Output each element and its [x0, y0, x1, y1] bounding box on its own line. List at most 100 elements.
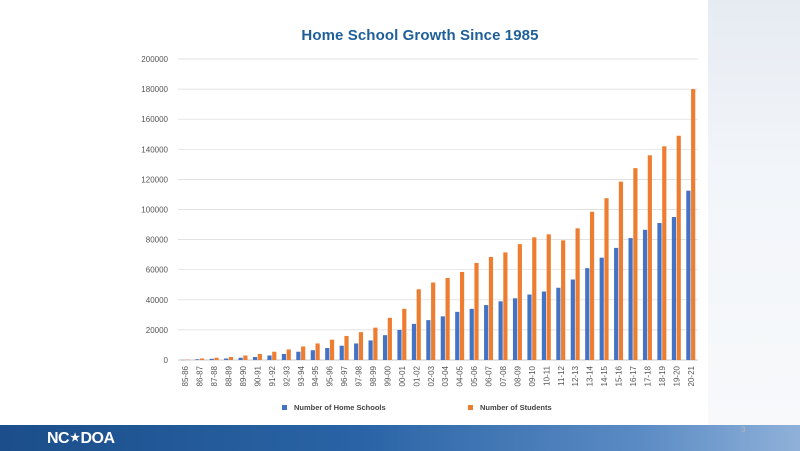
bar-home-schools — [426, 320, 431, 360]
x-tick-label: 04-05 — [456, 365, 465, 386]
bar-home-schools — [585, 268, 590, 360]
bar-home-schools — [238, 357, 243, 360]
legend-label: Number of Students — [480, 403, 552, 412]
bar-home-schools — [224, 358, 229, 360]
y-tick-label: 0 — [164, 356, 169, 365]
legend-swatch — [282, 405, 287, 410]
x-tick-label: 96-97 — [340, 365, 349, 386]
x-tick-label: 00-01 — [398, 365, 407, 386]
bar-home-schools — [354, 343, 359, 360]
bar-home-schools — [397, 329, 402, 360]
bar-students — [272, 351, 277, 360]
bar-home-schools — [455, 311, 460, 360]
bar-students — [373, 327, 378, 360]
bars — [180, 89, 696, 361]
bar-students — [329, 339, 335, 360]
star-icon: ★ — [70, 432, 80, 444]
y-axis-tick-labels: 0 20000 40000 60000 80000 100000 120000 140000 1… — [141, 55, 168, 365]
bar-home-schools — [556, 287, 561, 360]
bar-home-schools — [281, 353, 287, 360]
bar-students — [618, 181, 624, 360]
x-tick-label: 02-03 — [427, 365, 436, 386]
bar-students — [676, 135, 681, 360]
bar-home-schools — [642, 229, 648, 360]
x-tick-label: 07-08 — [499, 365, 508, 386]
x-tick-label: 03-04 — [441, 365, 450, 386]
bar-students — [431, 282, 436, 360]
bar-home-schools — [440, 316, 445, 360]
bar-students — [488, 256, 494, 360]
bar-students — [589, 211, 595, 360]
chart-title: Home School Growth Since 1985 — [301, 27, 539, 44]
ncdoa-logo: NC★DOA — [47, 429, 115, 449]
y-tick-label: 100000 — [141, 206, 168, 215]
bar-students — [257, 353, 262, 360]
bar-students — [575, 228, 580, 360]
x-tick-label: 13-14 — [586, 365, 595, 386]
bar-students — [662, 146, 667, 360]
x-tick-label: 98-99 — [369, 365, 378, 386]
x-tick-label: 93-94 — [297, 365, 306, 386]
bar-home-schools — [252, 356, 258, 360]
bar-home-schools — [570, 279, 575, 360]
x-tick-label: 17-18 — [643, 365, 652, 386]
bar-students — [214, 357, 219, 360]
bar-students — [532, 237, 537, 360]
y-tick-label: 60000 — [146, 266, 169, 275]
bar-students — [416, 289, 421, 360]
x-tick-label: 90-91 — [253, 365, 262, 386]
bar-students — [199, 358, 205, 360]
page-number: 3 — [741, 425, 746, 434]
y-tick-label: 20000 — [146, 326, 169, 335]
y-tick-label: 80000 — [146, 236, 169, 245]
bar-home-schools — [657, 223, 662, 360]
x-tick-label: 88-89 — [225, 365, 234, 386]
y-tick-label: 160000 — [141, 115, 168, 124]
bar-students — [459, 271, 465, 360]
bar-students — [358, 332, 364, 360]
y-tick-label: 120000 — [141, 175, 168, 184]
bar-home-schools — [382, 335, 388, 360]
gridlines — [178, 58, 698, 361]
bar-students — [604, 198, 609, 360]
x-tick-label: 08-09 — [513, 365, 522, 386]
x-tick-label: 01-02 — [412, 365, 421, 386]
legend: Number of Home Schools Number of Students — [282, 403, 552, 412]
bar-students — [546, 234, 551, 360]
bar-home-schools — [527, 294, 532, 360]
x-tick-label: 89-90 — [239, 365, 248, 386]
decorative-panel — [708, 0, 800, 425]
bar-home-schools — [469, 308, 474, 360]
x-tick-label: 94-95 — [311, 365, 320, 386]
bar-students — [301, 346, 306, 360]
bar-students — [503, 252, 508, 360]
bar-students — [474, 262, 479, 360]
bar-home-schools — [209, 358, 214, 360]
x-tick-label: 87-88 — [210, 365, 219, 386]
bar-home-schools — [296, 351, 301, 360]
y-tick-label: 140000 — [141, 145, 168, 154]
bar-students — [387, 317, 392, 360]
bar-home-schools — [541, 291, 547, 360]
x-tick-label: 95-96 — [326, 365, 335, 386]
bar-students — [243, 355, 248, 360]
bar-home-schools — [325, 347, 330, 360]
x-axis-tick-labels: 85-86 86-87 87-88 88-89 89-90 90-91 91-92 92-93… — [181, 365, 696, 386]
legend-swatch — [468, 405, 473, 410]
bar-home-schools — [512, 298, 518, 360]
x-tick-label: 06-07 — [485, 365, 494, 386]
x-tick-label: 99-00 — [383, 365, 392, 386]
x-tick-label: 18-19 — [658, 365, 667, 386]
bar-students — [561, 240, 566, 360]
bar-home-schools — [339, 345, 344, 360]
bar-home-schools — [498, 301, 503, 360]
bar-home-schools — [310, 350, 315, 360]
bar-home-schools — [599, 257, 604, 360]
bar-home-schools — [267, 355, 272, 360]
legend-label: Number of Home Schools — [294, 403, 386, 412]
bar-students — [647, 155, 652, 360]
bar-home-schools — [195, 359, 200, 360]
logo-doa-text: DOA — [80, 430, 115, 447]
y-tick-label: 180000 — [141, 85, 168, 94]
